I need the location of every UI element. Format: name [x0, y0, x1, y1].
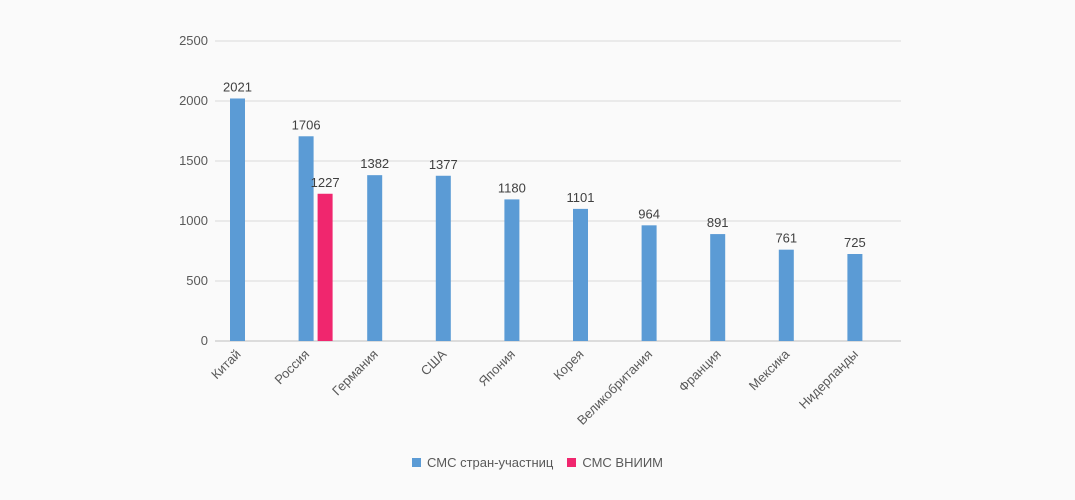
y-tick-label: 1000 [179, 213, 208, 228]
x-tick-label: Япония [475, 347, 518, 390]
x-tick-label: Корея [550, 347, 586, 383]
bar-0-6 [641, 225, 657, 341]
data-label-0-1: 1706 [292, 117, 321, 132]
legend-label-1: СМС ВНИИМ [582, 455, 663, 470]
data-label-0-3: 1377 [429, 157, 458, 172]
bar-1-1 [317, 193, 333, 341]
bar-0-4 [504, 199, 520, 341]
x-tick-label: США [418, 346, 450, 378]
data-label-0-4: 1180 [498, 180, 526, 195]
legend: СМС стран-участниц СМС ВНИИМ [0, 455, 1075, 470]
x-tick-label: Россия [271, 347, 312, 388]
x-tick-label: Германия [329, 347, 381, 399]
data-label-0-8: 761 [775, 231, 797, 246]
data-label-0-5: 1101 [567, 190, 595, 205]
bar-0-0 [230, 98, 245, 341]
data-label-0-7: 891 [707, 215, 729, 230]
bar-0-8 [778, 249, 794, 341]
x-tick-label: Мексика [746, 346, 793, 393]
y-tick-label: 2500 [179, 33, 208, 48]
x-tick-label: Нидерланды [796, 347, 861, 412]
legend-swatch-0 [412, 458, 421, 467]
x-tick-label: Франция [676, 347, 724, 395]
y-tick-label: 2000 [179, 93, 208, 108]
y-axis: 0 500 1000 1500 2000 2500 [179, 33, 208, 348]
bar-0-3 [435, 175, 451, 341]
legend-item-1: СМС ВНИИМ [567, 455, 663, 470]
data-label-1-1: 1227 [311, 175, 340, 190]
x-tick-label: Китай [208, 347, 243, 382]
bar-0-2 [367, 175, 383, 341]
data-label-0-6: 964 [638, 206, 660, 221]
bars: 2021 1706 1227 1382 1377 1180 1101 964 891 761 725 [223, 79, 866, 341]
x-tick-label: Великобритания [574, 347, 655, 428]
y-tick-label: 0 [201, 333, 208, 348]
legend-swatch-1 [567, 458, 577, 467]
bar-0-9 [847, 254, 863, 341]
y-tick-label: 500 [186, 273, 208, 288]
data-label-0-0: 2021 [223, 79, 252, 94]
data-label-0-2: 1382 [360, 156, 389, 171]
data-label-0-9: 725 [844, 235, 866, 250]
bar-0-1 [298, 136, 314, 341]
x-axis: Китай Россия Германия США Япония КореяВеликоб… [208, 346, 861, 428]
bar-0-5 [573, 208, 588, 341]
legend-item-0: СМС стран-участниц [412, 455, 553, 470]
legend-label-0: СМС стран-участниц [427, 455, 554, 470]
bar-0-7 [710, 234, 726, 341]
y-tick-label: 1500 [179, 153, 208, 168]
